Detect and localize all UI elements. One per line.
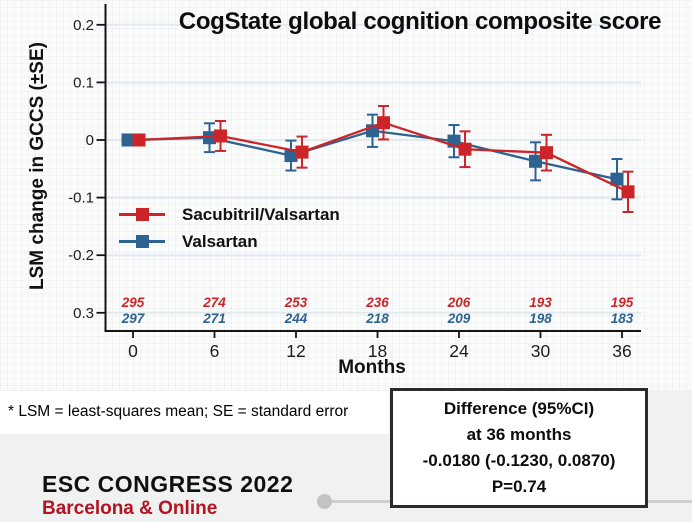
svg-text:18: 18: [368, 341, 387, 361]
svg-text:-0.1: -0.1: [68, 190, 94, 207]
svg-text:0.3: 0.3: [73, 305, 94, 322]
svg-text:0.1: 0.1: [73, 74, 94, 91]
svg-text:244: 244: [284, 311, 308, 326]
svg-text:12: 12: [286, 341, 305, 361]
svg-text:206: 206: [447, 295, 471, 310]
svg-text:274: 274: [202, 295, 226, 310]
svg-text:218: 218: [365, 311, 389, 326]
svg-text:0: 0: [86, 132, 94, 149]
legend: Sacubitril/Valsartan Valsartan: [119, 201, 340, 255]
svg-text:295: 295: [121, 295, 145, 310]
congress-subtitle: Barcelona & Online: [42, 498, 218, 520]
svg-text:209: 209: [447, 311, 471, 326]
chart-panel: [0, 0, 692, 390]
svg-text:0: 0: [128, 341, 138, 361]
x-axis-label: Months: [338, 357, 406, 378]
svg-text:198: 198: [529, 311, 552, 326]
svg-text:271: 271: [202, 311, 226, 326]
svg-text:6: 6: [210, 341, 220, 361]
scrubber-dot[interactable]: [317, 494, 332, 509]
stats-box-line: at 36 months: [466, 425, 572, 444]
svg-text:236: 236: [365, 295, 389, 310]
svg-text:24: 24: [449, 341, 469, 361]
svg-text:36: 36: [612, 341, 631, 361]
legend-label: Valsartan: [182, 231, 258, 251]
footnote-strip: * LSM = least-squares mean; SE = standar…: [0, 391, 389, 434]
valsartan-marker-icon: [119, 234, 165, 249]
stats-box-line: P=0.74: [491, 477, 547, 496]
svg-text:0.2: 0.2: [73, 17, 94, 34]
chart-title: CogState global cognition composite scor…: [178, 8, 662, 35]
svg-text:195: 195: [611, 295, 634, 310]
legend-item-sacubitril-valsartan: Sacubitril/Valsartan: [119, 201, 340, 228]
svg-text:193: 193: [529, 295, 552, 310]
sacubitril-valsartan-marker-icon: [119, 207, 165, 222]
svg-text:253: 253: [284, 295, 308, 310]
svg-text:297: 297: [121, 311, 146, 326]
stats-box-line: Difference (95%CI): [443, 399, 595, 418]
legend-item-valsartan: Valsartan: [119, 228, 340, 255]
svg-text:30: 30: [531, 341, 551, 361]
difference-stats-box: Difference (95%CI) at 36 months -0.0180 …: [390, 388, 648, 508]
congress-title: ESC CONGRESS 2022: [42, 471, 294, 497]
congress-logo: ESC CONGRESS 2022 Barcelona & Online: [42, 472, 293, 519]
stats-box-line: -0.0180 (-0.1230, 0.0870): [422, 451, 616, 470]
legend-label: Sacubitril/Valsartan: [182, 204, 340, 224]
footnote: * LSM = least-squares mean; SE = standar…: [8, 403, 349, 420]
y-axis-label: LSM change in GCCS (±SE): [27, 42, 48, 290]
svg-text:183: 183: [611, 311, 634, 326]
svg-text:-0.2: -0.2: [68, 247, 94, 264]
